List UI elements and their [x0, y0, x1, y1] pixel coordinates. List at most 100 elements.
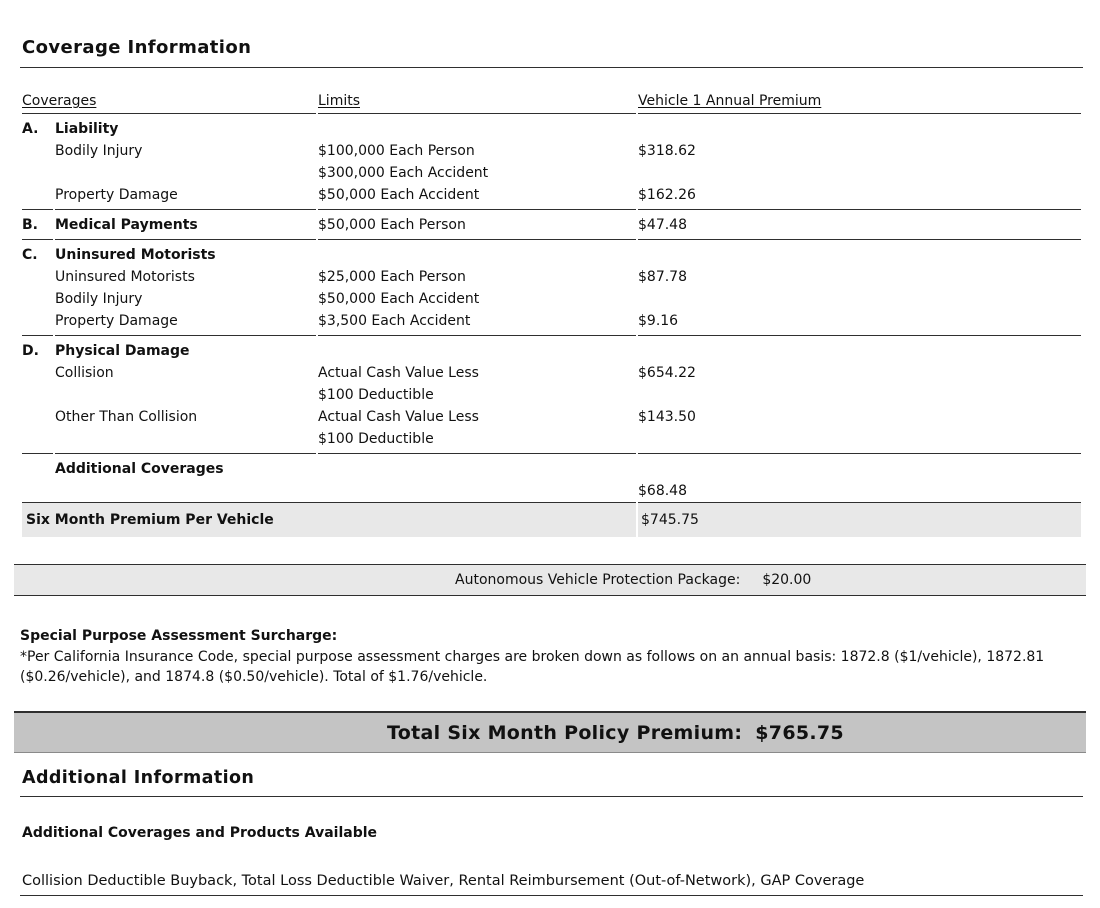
coverage-cell: Property Damage: [55, 184, 316, 210]
table-header-row: Coverages Limits Vehicle 1 Annual Premiu…: [22, 68, 1081, 114]
column-header-coverages: Coverages: [22, 68, 316, 114]
limits-cell: $100 Deductible: [318, 387, 434, 403]
premium-cell: [638, 428, 1081, 454]
premium-cell: $9.16: [638, 310, 1081, 336]
limits-cell: $300,000 Each Accident: [318, 165, 489, 181]
six-month-premium-row: Six Month Premium Per Vehicle $745.75: [22, 502, 1081, 537]
table-row: C. Uninsured Motorists: [22, 240, 1081, 266]
letter-cell: [22, 384, 53, 406]
letter-cell: [22, 184, 53, 210]
premium-cell: $318.62: [638, 143, 696, 159]
surcharge-body: *Per California Insurance Code, special …: [20, 649, 1045, 685]
limits-cell: $25,000 Each Person: [318, 269, 466, 285]
coverage-cell: Bodily Injury: [55, 143, 143, 159]
coverage-cell: [55, 384, 316, 406]
surcharge-note: Special Purpose Assessment Surcharge: *P…: [20, 627, 1083, 687]
coverage-cell: Property Damage: [55, 310, 316, 336]
autonomous-vehicle-package-amount: $20.00: [762, 572, 812, 588]
premium-cell: [638, 336, 1081, 362]
title-rule: [20, 67, 1083, 68]
premium-cell: [638, 288, 1081, 310]
table-row: $68.48: [22, 480, 1081, 502]
letter-cell: [22, 310, 53, 336]
table-row: $300,000 Each Accident: [22, 162, 1081, 184]
table-row: Property Damage $3,500 Each Accident $9.…: [22, 310, 1081, 336]
available-products-line: Collision Deductible Buyback, Total Loss…: [20, 872, 1083, 896]
limits-cell: $50,000 Each Accident: [318, 184, 636, 210]
limits-cell: $50,000 Each Person: [318, 210, 636, 240]
six-month-premium-value: $745.75: [638, 502, 1081, 537]
premium-cell: [638, 162, 1081, 184]
column-header-premium: Vehicle 1 Annual Premium: [638, 68, 1081, 114]
coverage-cell: [55, 480, 316, 502]
coverage-cell: Uninsured Motorists: [55, 269, 195, 285]
section-name: Liability: [55, 121, 119, 137]
table-row: $100 Deductible: [22, 384, 1081, 406]
letter-cell: [22, 428, 53, 454]
autonomous-vehicle-package-band: Autonomous Vehicle Protection Package: $…: [14, 564, 1086, 596]
letter-cell: [22, 288, 53, 310]
table-row: D. Physical Damage: [22, 336, 1081, 362]
table-row: A. Liability: [22, 114, 1081, 140]
section-name: Medical Payments: [55, 210, 316, 240]
table-row: Other Than Collision Actual Cash Value L…: [22, 406, 1081, 428]
section-letter: A.: [22, 121, 39, 137]
coverage-table: Coverages Limits Vehicle 1 Annual Premiu…: [20, 68, 1083, 537]
limits-cell: [318, 480, 636, 502]
table-row: Bodily Injury $100,000 Each Person $318.…: [22, 140, 1081, 162]
premium-cell: $654.22: [638, 365, 696, 381]
total-premium-label: Total Six Month Policy Premium:: [387, 721, 743, 744]
premium-cell: [638, 114, 1081, 140]
limits-cell: Actual Cash Value Less: [318, 409, 479, 425]
letter-cell: [22, 406, 53, 428]
page-title: Coverage Information: [22, 37, 252, 58]
premium-cell: [638, 384, 1081, 406]
section-letter: D.: [22, 343, 39, 359]
limits-cell: $100 Deductible: [318, 428, 636, 454]
column-header-limits: Limits: [318, 68, 636, 114]
limits-cell: [318, 240, 636, 266]
premium-cell: $47.48: [638, 210, 1081, 240]
additional-coverages-subheading: Additional Coverages and Products Availa…: [22, 825, 378, 841]
letter-cell: [22, 454, 53, 480]
coverage-cell: Collision: [55, 365, 114, 381]
table-row: $100 Deductible: [22, 428, 1081, 454]
six-month-premium-label: Six Month Premium Per Vehicle: [22, 502, 636, 537]
surcharge-heading: Special Purpose Assessment Surcharge:: [20, 628, 338, 644]
section-name: Physical Damage: [55, 343, 190, 359]
additional-information-title: Additional Information: [22, 768, 255, 788]
section-letter: B.: [22, 210, 53, 240]
premium-cell: $162.26: [638, 184, 1081, 210]
premium-cell: [638, 240, 1081, 266]
table-row: Uninsured Motorists $25,000 Each Person …: [22, 266, 1081, 288]
letter-cell: [22, 362, 53, 384]
letter-cell: [22, 162, 53, 184]
letter-cell: [22, 480, 53, 502]
limits-cell: Actual Cash Value Less: [318, 365, 479, 381]
premium-cell: [638, 454, 1081, 480]
limits-cell: [318, 114, 636, 140]
limits-cell: [318, 454, 636, 480]
section-name: Uninsured Motorists: [55, 247, 216, 263]
letter-cell: [22, 140, 53, 162]
premium-cell: $143.50: [638, 409, 696, 425]
coverage-cell: [55, 428, 316, 454]
limits-cell: $100,000 Each Person: [318, 143, 475, 159]
section-name: Additional Coverages: [55, 461, 224, 477]
coverage-cell: Bodily Injury: [55, 291, 143, 307]
premium-cell: $68.48: [638, 483, 687, 499]
autonomous-vehicle-package-label: Autonomous Vehicle Protection Package:: [455, 572, 741, 588]
table-row: Collision Actual Cash Value Less $654.22: [22, 362, 1081, 384]
table-row: Bodily Injury $50,000 Each Accident: [22, 288, 1081, 310]
limits-cell: [318, 336, 636, 362]
letter-cell: [22, 266, 53, 288]
total-premium-bar: Total Six Month Policy Premium: $765.75: [14, 711, 1086, 753]
additional-information-rule: [20, 796, 1083, 797]
limits-cell: $50,000 Each Accident: [318, 291, 480, 307]
section-letter: C.: [22, 247, 38, 263]
premium-cell: $87.78: [638, 269, 687, 285]
coverage-cell: Other Than Collision: [55, 409, 198, 425]
table-row: Property Damage $50,000 Each Accident $1…: [22, 184, 1081, 210]
total-premium-amount: $765.75: [755, 721, 844, 744]
limits-cell: $3,500 Each Accident: [318, 310, 636, 336]
